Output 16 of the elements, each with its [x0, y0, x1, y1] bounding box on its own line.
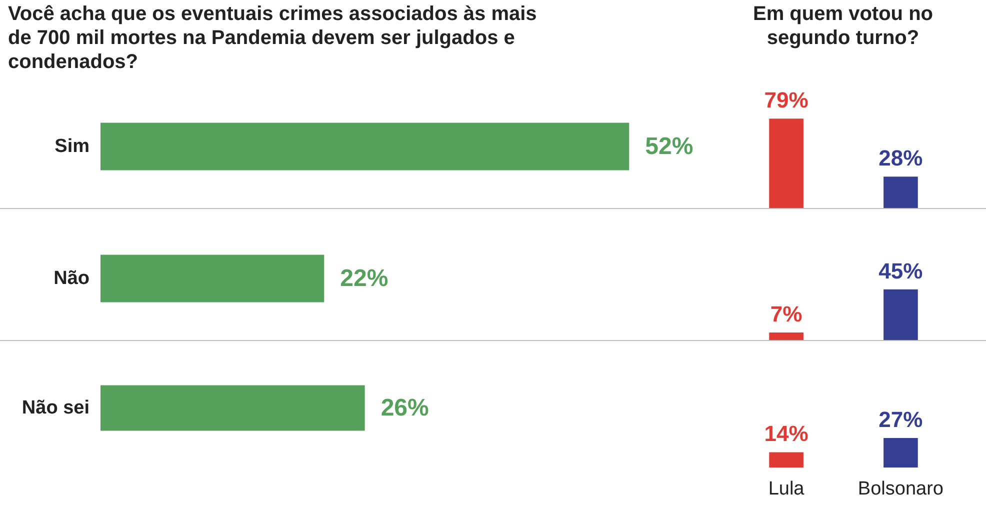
y-tick-label: Sim — [54, 136, 90, 157]
chart-title: Em quem votou no segundo turno? — [752, 2, 934, 50]
data-label: 26% — [380, 394, 429, 422]
data-label: 79% — [764, 88, 808, 113]
chart-title: Você acha que os eventuais crimes associados às mais de 700 mil mortes na Pandemia devem ser julgados e condenados? — [8, 2, 538, 74]
y-tick-label: Não sei — [22, 398, 90, 418]
x-tick-label: Lula — [768, 478, 805, 500]
y-tick-label: Não — [54, 268, 90, 289]
data-label: 45% — [878, 258, 923, 284]
data-label: 27% — [878, 407, 923, 432]
data-label: 14% — [764, 421, 808, 446]
data-label: 28% — [878, 146, 923, 171]
x-tick-label: Bolsonaro — [858, 478, 944, 500]
data-label: 22% — [340, 265, 388, 292]
data-label: 52% — [645, 133, 694, 160]
data-label: 7% — [770, 302, 802, 327]
